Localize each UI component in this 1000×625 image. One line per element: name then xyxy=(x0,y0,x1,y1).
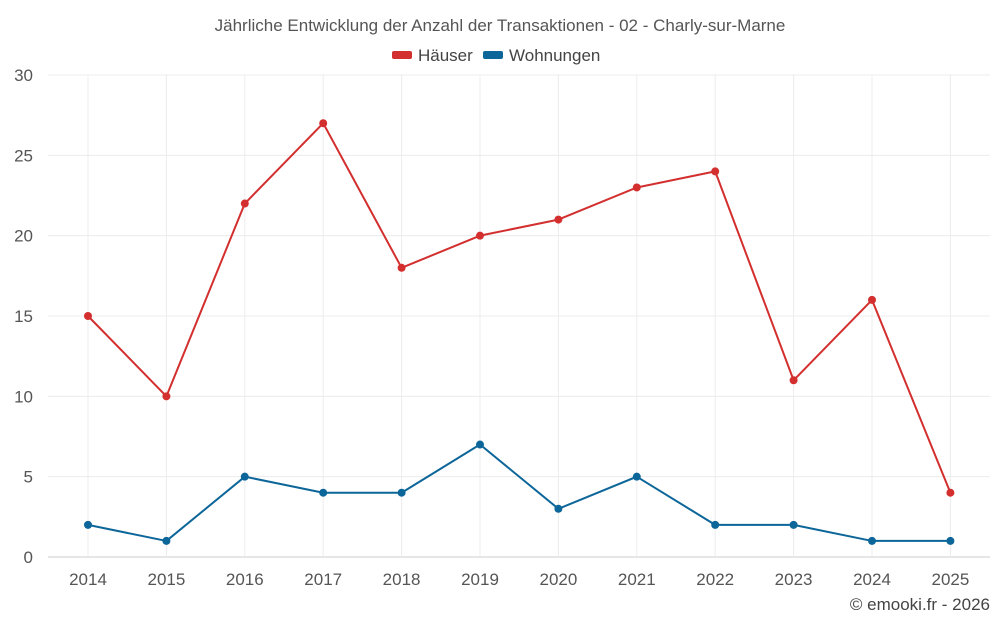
legend-item-haeuser[interactable]: Häuser xyxy=(392,46,473,65)
x-tick-label: 2015 xyxy=(147,570,185,589)
data-point-wohnungen-2021[interactable] xyxy=(632,472,641,481)
y-tick-label: 0 xyxy=(24,548,33,567)
legend: Häuser Wohnungen xyxy=(392,46,600,65)
x-tick-label: 2025 xyxy=(931,570,969,589)
series-line-wohnungen xyxy=(87,443,951,542)
data-point-haeuser-2024[interactable] xyxy=(868,295,876,304)
credit-text: © emooki.fr - 2026 xyxy=(850,595,990,614)
x-tick-label: 2016 xyxy=(226,570,264,589)
data-point-haeuser-2025[interactable] xyxy=(946,488,955,497)
data-point-wohnungen-2018[interactable] xyxy=(397,488,406,497)
x-tick-label: 2022 xyxy=(696,570,734,589)
series-wohnungen xyxy=(84,440,955,545)
y-tick-label: 10 xyxy=(14,387,33,406)
legend-swatch-haeuser xyxy=(392,51,412,59)
y-tick-label: 5 xyxy=(24,468,33,487)
x-tick-label: 2021 xyxy=(618,570,656,589)
data-point-haeuser-2016[interactable] xyxy=(240,199,249,208)
y-tick-label: 20 xyxy=(14,227,33,246)
data-point-wohnungen-2019[interactable] xyxy=(476,440,484,449)
x-tick-label: 2020 xyxy=(539,570,577,589)
y-axis-ticks: 0 5 10 15 20 25 30 xyxy=(14,66,33,567)
legend-label-haeuser: Häuser xyxy=(418,46,473,65)
data-point-wohnungen-2017[interactable] xyxy=(319,488,328,497)
data-point-wohnungen-2024[interactable] xyxy=(868,536,876,545)
x-tick-label: 2024 xyxy=(853,570,891,589)
data-point-haeuser-2017[interactable] xyxy=(319,119,328,128)
data-point-haeuser-2020[interactable] xyxy=(554,215,563,224)
y-tick-label: 25 xyxy=(14,146,33,165)
series xyxy=(84,119,955,545)
data-point-wohnungen-2025[interactable] xyxy=(946,536,955,545)
data-point-wohnungen-2016[interactable] xyxy=(240,472,249,481)
legend-label-wohnungen: Wohnungen xyxy=(509,46,600,65)
x-tick-label: 2014 xyxy=(69,570,107,589)
grid xyxy=(48,74,990,558)
y-tick-label: 15 xyxy=(14,307,33,326)
data-point-haeuser-2021[interactable] xyxy=(632,183,641,192)
chart-title: Jährliche Entwicklung der Anzahl der Tra… xyxy=(215,16,786,35)
data-point-haeuser-2018[interactable] xyxy=(397,263,406,272)
data-point-haeuser-2015[interactable] xyxy=(162,392,171,401)
data-point-wohnungen-2020[interactable] xyxy=(554,504,563,513)
data-point-haeuser-2014[interactable] xyxy=(84,312,92,320)
data-point-wohnungen-2015[interactable] xyxy=(162,536,171,545)
y-tick-label: 30 xyxy=(14,66,33,85)
data-point-wohnungen-2023[interactable] xyxy=(789,520,798,529)
series-line-haeuser xyxy=(87,122,952,494)
data-point-wohnungen-2022[interactable] xyxy=(711,520,720,529)
legend-item-wohnungen[interactable]: Wohnungen xyxy=(483,46,600,65)
x-tick-label: 2019 xyxy=(461,570,499,589)
x-tick-label: 2017 xyxy=(304,570,342,589)
x-tick-label: 2018 xyxy=(383,570,421,589)
data-point-haeuser-2019[interactable] xyxy=(476,231,484,240)
data-point-wohnungen-2014[interactable] xyxy=(84,520,92,529)
data-point-haeuser-2023[interactable] xyxy=(789,376,798,385)
data-point-haeuser-2022[interactable] xyxy=(711,167,720,176)
series-haeuser xyxy=(84,119,955,497)
x-axis-ticks: 2014 2015 2016 2017 2018 2019 2020 2021 2022 2023… xyxy=(69,570,969,589)
x-tick-label: 2023 xyxy=(775,570,813,589)
legend-swatch-wohnungen xyxy=(483,51,503,59)
